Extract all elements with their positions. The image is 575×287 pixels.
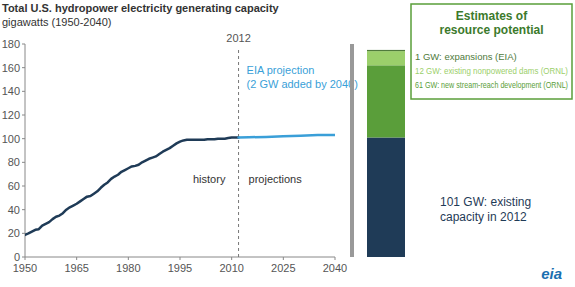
legend-entry: 1 GW: expansions (EIA) (415, 51, 517, 62)
bar-plot (367, 50, 405, 257)
y-tick (22, 91, 25, 92)
bar-segment (367, 50, 405, 51)
y-tick (22, 209, 25, 210)
y-tick-label: 80 (8, 156, 20, 168)
legend-entry-line: capacity in 2012 (440, 210, 527, 224)
y-tick (22, 138, 25, 139)
y-tick-label: 20 (8, 227, 20, 239)
y-tick-label: 100 (2, 133, 20, 145)
y-tick (22, 44, 25, 45)
x-tick-label: 1980 (116, 262, 140, 274)
series-line (239, 135, 335, 137)
y-tick (22, 233, 25, 234)
y-tick (22, 115, 25, 116)
y-axis-line (25, 44, 26, 257)
series-label: projections (249, 173, 303, 185)
chart-title: Total U.S. hydropower electricity genera… (2, 2, 280, 14)
annotation-label: EIA projection (247, 64, 315, 76)
x-tick-label: 1950 (13, 262, 37, 274)
line-plot (25, 135, 335, 235)
annotation-label: (2 GW added by 2040) (247, 78, 358, 90)
chart-root: Total U.S. hydropower electricity genera… (0, 0, 575, 287)
x-tick-label: 1995 (168, 262, 192, 274)
legend-entry-line: 101 GW: existing (440, 195, 531, 209)
legend-title: Estimates ofresource potential (439, 9, 543, 37)
bar-segment (367, 65, 405, 137)
bar-segment (367, 137, 405, 257)
legend-entry: 101 GW: existingcapacity in 2012 (440, 195, 531, 224)
x-tick-label: 2010 (219, 262, 243, 274)
bar-axis-line (350, 44, 354, 257)
y-tick-label: 40 (8, 204, 20, 216)
x-tick-label: 2025 (271, 262, 295, 274)
y-tick-label: 60 (8, 180, 20, 192)
x-tick (180, 257, 181, 260)
bar-segment (367, 51, 405, 65)
x-tick (231, 257, 232, 260)
x-tick-label: 2040 (323, 262, 347, 274)
legend-entry: 61 GW: new stream-reach development (ORN… (415, 79, 568, 90)
legend-entry: 12 GW: existing nonpowered dams (ORNL) (415, 65, 568, 76)
y-tick-label: 180 (2, 38, 20, 50)
chart-subtitle: gigawatts (1950-2040) (2, 16, 111, 28)
x-tick (25, 257, 26, 260)
y-tick (22, 186, 25, 187)
x-tick (283, 257, 284, 260)
y-tick (22, 162, 25, 163)
annotation-label: 2012 (226, 32, 250, 44)
legend-title-line: Estimates of (456, 9, 528, 23)
y-tick-label: 160 (2, 62, 20, 74)
y-tick-label: 140 (2, 85, 20, 97)
source-logo: eia (541, 265, 562, 282)
x-tick (335, 257, 336, 260)
series-label: history (193, 173, 226, 185)
x-tick (76, 257, 77, 260)
y-tick (22, 67, 25, 68)
annotation-line (238, 50, 239, 257)
legend-title-line: resource potential (439, 23, 543, 37)
x-tick-label: 1965 (64, 262, 88, 274)
series-line (25, 137, 239, 234)
legend-box (411, 4, 572, 99)
x-tick (128, 257, 129, 260)
y-tick-label: 120 (2, 109, 20, 121)
